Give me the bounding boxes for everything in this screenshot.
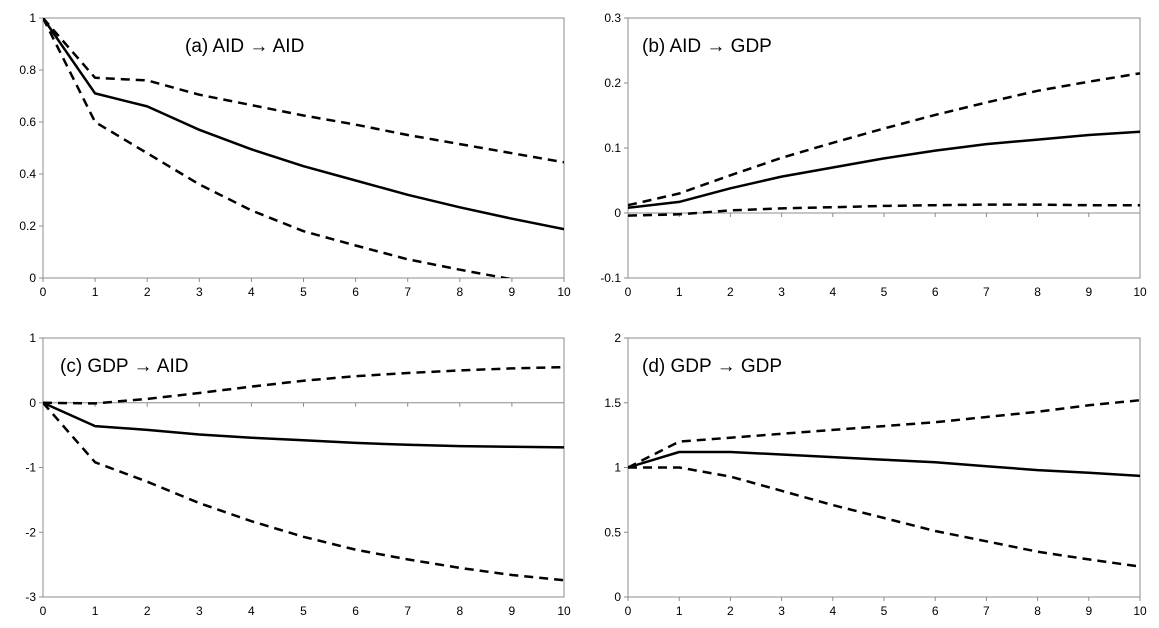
x-tick-label: 9 <box>1085 604 1092 618</box>
x-tick-label: 5 <box>300 604 307 618</box>
x-tick-label: 5 <box>300 285 307 299</box>
x-tick-label: 8 <box>456 285 463 299</box>
x-tick-label: 3 <box>196 285 203 299</box>
x-tick-label: 1 <box>92 604 99 618</box>
x-tick-label: 10 <box>557 285 571 299</box>
y-tick-label: 0 <box>614 590 621 604</box>
x-tick-label: 4 <box>248 285 255 299</box>
y-tick-label: 0.5 <box>604 525 621 539</box>
y-tick-label: 0 <box>29 396 36 410</box>
x-tick-label: 1 <box>676 604 683 618</box>
y-tick-label: 0.2 <box>604 76 621 90</box>
y-tick-label: 0.3 <box>604 11 621 25</box>
y-tick-label: 0.2 <box>19 219 36 233</box>
x-tick-label: 2 <box>727 285 734 299</box>
y-tick-label: 0.6 <box>19 115 36 129</box>
y-tick-label: 0 <box>29 271 36 285</box>
x-tick-label: 7 <box>983 604 990 618</box>
panel-a-aid-to-aid: 00.20.40.60.810 1 2 3 4 5 6 7 8 9 10(a) AID → AID <box>19 11 571 299</box>
panel-c-title: (c) GDP → AID <box>60 356 188 377</box>
impulse-response-line <box>43 18 564 231</box>
panel-d-title: (d) GDP → GDP <box>642 356 782 377</box>
x-tick-label: 10 <box>557 604 571 618</box>
impulse-response-line <box>628 130 1140 210</box>
x-tick-label: 1 <box>676 285 683 299</box>
x-tick-label: 2 <box>144 285 151 299</box>
y-tick-label: 0.8 <box>19 63 36 77</box>
x-tick-label: 8 <box>456 604 463 618</box>
x-tick-label: 3 <box>778 285 785 299</box>
y-tick-label: 1 <box>614 461 621 475</box>
y-tick-label: -1 <box>25 461 36 475</box>
x-tick-label: 4 <box>829 285 836 299</box>
x-tick-label: 6 <box>352 285 359 299</box>
confidence-bound-line <box>43 18 564 164</box>
confidence-bound-line <box>628 203 1140 217</box>
confidence-bound-line <box>628 72 1140 207</box>
x-tick-label: 9 <box>509 285 516 299</box>
y-tick-label: 0 <box>614 206 621 220</box>
x-tick-label: 3 <box>196 604 203 618</box>
impulse-response-line <box>43 401 564 449</box>
x-tick-label: 8 <box>1034 604 1041 618</box>
panel-b-title: (b) AID → GDP <box>642 36 772 57</box>
y-tick-label: 2 <box>614 331 621 345</box>
x-tick-label: 9 <box>509 604 516 618</box>
x-tick-label: 9 <box>1085 285 1092 299</box>
confidence-bound-line <box>43 18 512 278</box>
x-tick-label: 2 <box>144 604 151 618</box>
x-tick-label: 3 <box>778 604 785 618</box>
panel-d-gdp-to-gdp: 0 0.5 1 1.5 2 0 1 2 3 4 5 6 7 8 9 10 (d) GDP → GDP <box>604 331 1147 618</box>
x-tick-label: 10 <box>1133 604 1147 618</box>
x-tick-label: 5 <box>881 604 888 618</box>
x-tick-label: 4 <box>829 604 836 618</box>
x-tick-label: 0 <box>625 285 632 299</box>
x-tick-label: 2 <box>727 604 734 618</box>
x-tick-label: 0 <box>40 604 47 618</box>
y-tick-label: 1 <box>29 11 36 25</box>
y-tick-label: 1 <box>29 331 36 345</box>
x-tick-label: 0 <box>625 604 632 618</box>
x-tick-label: 1 <box>92 285 99 299</box>
x-tick-label: 6 <box>932 285 939 299</box>
confidence-bound-line <box>628 466 1140 568</box>
impulse-response-line <box>628 450 1140 478</box>
panel-b-aid-to-gdp: -0.1 0 0.1 0.2 0.3 0 1 2 3 4 5 6 7 8 9 10 (b) AID → GDP <box>600 11 1147 299</box>
x-tick-label: 8 <box>1034 285 1041 299</box>
y-tick-label: -0.1 <box>600 271 621 285</box>
y-tick-label: 1.5 <box>604 396 621 410</box>
y-tick-label: 0.1 <box>604 141 621 155</box>
plot-frame <box>627 17 1141 279</box>
plot-frame <box>42 17 565 279</box>
x-tick-label: 0 <box>40 285 47 299</box>
x-tick-label: 5 <box>881 285 888 299</box>
x-tick-label: 4 <box>248 604 255 618</box>
x-tick-label: 10 <box>1133 285 1147 299</box>
y-tick-label: 0.4 <box>19 167 36 181</box>
x-tick-label: 6 <box>352 604 359 618</box>
x-tick-label: 7 <box>404 285 411 299</box>
x-tick-label: 7 <box>404 604 411 618</box>
x-tick-label: 7 <box>983 285 990 299</box>
panel-a-title: (a) AID → AID <box>185 36 304 57</box>
confidence-bound-line <box>43 401 564 582</box>
y-tick-label: -2 <box>25 525 36 539</box>
y-tick-label: -3 <box>25 590 36 604</box>
x-tick-label: 6 <box>932 604 939 618</box>
confidence-bound-line <box>43 365 564 405</box>
confidence-bound-line <box>628 398 1140 469</box>
